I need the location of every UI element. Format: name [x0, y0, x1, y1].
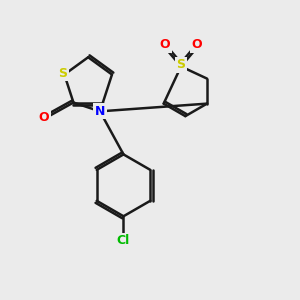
Text: O: O: [39, 111, 49, 124]
Text: O: O: [192, 38, 202, 52]
Text: O: O: [160, 38, 170, 52]
Text: S: S: [176, 58, 185, 71]
Text: Cl: Cl: [117, 234, 130, 247]
Text: N: N: [95, 105, 105, 118]
Text: S: S: [58, 67, 68, 80]
